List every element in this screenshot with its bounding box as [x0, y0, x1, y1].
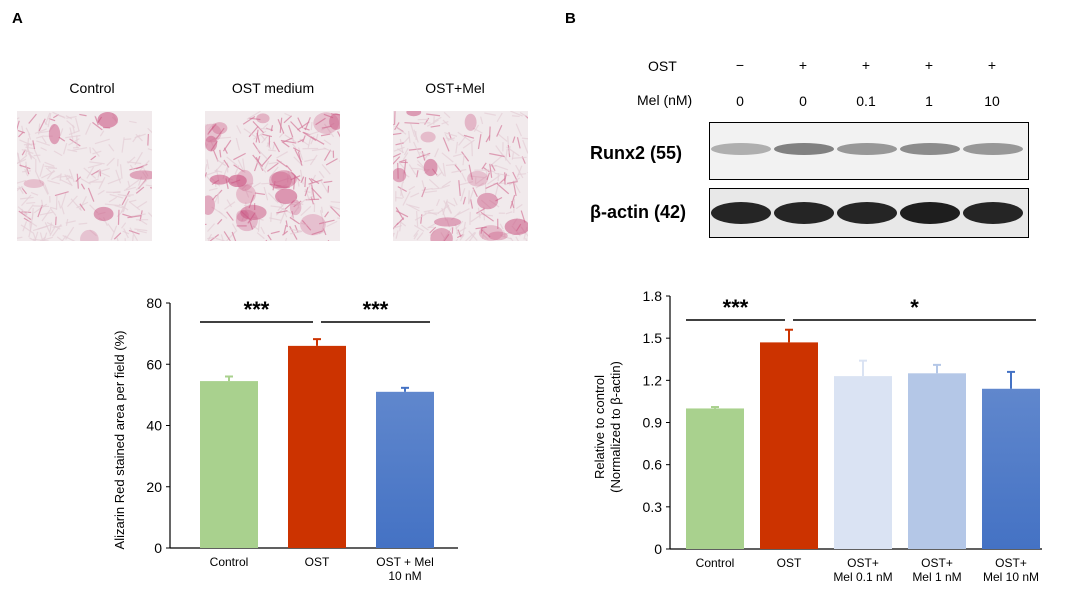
- image-label-ost-medium: OST medium: [231, 80, 315, 96]
- mel-row-value: 0.1: [856, 93, 876, 109]
- bar: [200, 381, 258, 548]
- y-tick-label: 0: [154, 540, 162, 556]
- bar: [288, 345, 346, 548]
- image-label-ost-mel: OST+Mel: [425, 80, 485, 96]
- x-tick-label: Mel 1 nM: [912, 570, 961, 584]
- chart-a-ylabel: Alizarin Red stained area per field (%): [112, 331, 127, 550]
- ost-row-value: +: [798, 57, 808, 73]
- x-tick-label: OST: [777, 556, 802, 570]
- ost-row-value: +: [924, 57, 934, 73]
- x-tick-label: Control: [210, 555, 249, 569]
- bar: [908, 373, 966, 549]
- x-tick-label: Control: [696, 556, 735, 570]
- x-tick-label: OST+: [921, 556, 953, 570]
- panel-a-letter: A: [12, 10, 23, 27]
- chart-b-ylabel-line: (Normalized to β-actin): [608, 361, 623, 493]
- ost-row-value: +: [861, 57, 871, 73]
- micrograph-ost-mel: [393, 111, 528, 241]
- runx2-blot: [709, 122, 1029, 180]
- mel-row-label: Mel (nM): [637, 92, 693, 108]
- image-label-control: Control: [69, 80, 115, 96]
- y-tick-label: 0.9: [643, 415, 663, 431]
- beta-actin-blot: [709, 188, 1029, 238]
- mel-row-value: 1: [925, 93, 933, 109]
- micrograph-control: [17, 111, 152, 241]
- mel-row-value: 0: [736, 93, 744, 109]
- mel-row-value: 10: [984, 93, 1000, 109]
- y-tick-label: 1.8: [643, 288, 663, 304]
- ost-row-label: OST: [648, 58, 677, 74]
- bar: [376, 391, 434, 548]
- runx2-label: Runx2 (55): [590, 143, 683, 163]
- bar: [760, 342, 818, 549]
- significance-label: ***: [244, 297, 270, 322]
- y-tick-label: 1.2: [643, 372, 663, 388]
- significance-label: ***: [723, 295, 749, 320]
- x-tick-label: OST: [305, 555, 330, 569]
- panel-b-letter: B: [565, 10, 576, 27]
- chart-a-alizarin-red: Alizarin Red stained area per field (%) …: [112, 295, 458, 583]
- bar: [686, 408, 744, 549]
- significance-label: *: [910, 295, 919, 320]
- x-tick-label: OST + Mel: [376, 555, 433, 569]
- y-tick-label: 0: [654, 541, 662, 557]
- x-tick-label: Mel 10 nM: [983, 570, 1039, 584]
- beta-actin-label: β-actin (42): [590, 202, 687, 222]
- significance-label: ***: [363, 297, 389, 322]
- chart-b-runx2: Relative to control (Normalized to β-acti…: [592, 288, 1042, 584]
- y-tick-label: 1.5: [643, 330, 663, 346]
- mel-row-value: 0: [799, 93, 807, 109]
- x-tick-label: 10 nM: [388, 569, 421, 583]
- chart-b-ylabel: Relative to control (Normalized to β-acti…: [592, 361, 623, 493]
- y-tick-label: 20: [146, 479, 162, 495]
- y-tick-label: 60: [146, 356, 162, 372]
- x-tick-label: OST+: [995, 556, 1027, 570]
- micrograph-ost-medium: [205, 111, 340, 241]
- x-tick-label: OST+: [847, 556, 879, 570]
- bar: [982, 388, 1040, 549]
- x-tick-label: Mel 0.1 nM: [833, 570, 892, 584]
- chart-b-ylabel-line: Relative to control: [592, 375, 607, 479]
- y-tick-label: 0.3: [643, 499, 663, 515]
- ost-row-value: +: [987, 57, 997, 73]
- y-tick-label: 80: [146, 295, 162, 311]
- y-tick-label: 40: [146, 418, 162, 434]
- ost-row-value: −: [735, 57, 745, 73]
- bar: [834, 376, 892, 549]
- y-tick-label: 0.6: [643, 457, 663, 473]
